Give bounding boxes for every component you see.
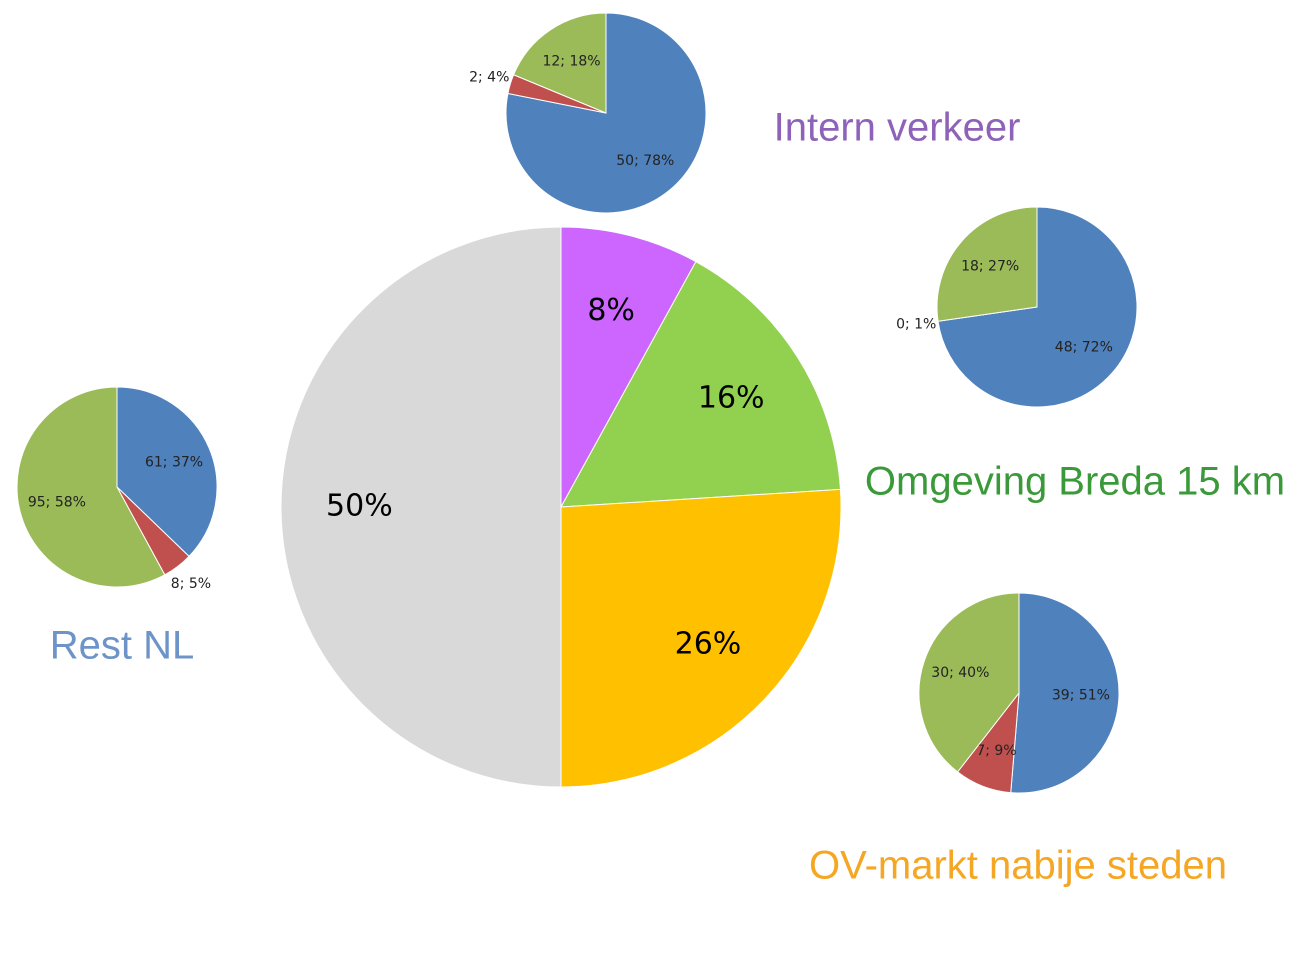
pie-title: Omgeving Breda 15 km xyxy=(865,460,1285,504)
slice-label: 8; 5% xyxy=(171,576,211,592)
slice-label: 26% xyxy=(675,627,742,662)
slice-label: 8% xyxy=(587,293,635,328)
pie-slice xyxy=(937,206,1138,408)
slice-label: 16% xyxy=(698,380,765,415)
pie-slice xyxy=(512,12,607,114)
pie-slice xyxy=(116,386,218,558)
slice-label: 50; 78% xyxy=(616,153,674,169)
slice-label: 50% xyxy=(326,489,393,524)
slice-label: 39; 51% xyxy=(1052,688,1110,704)
slice-label: 95; 58% xyxy=(28,494,86,510)
pie-slice xyxy=(280,226,562,788)
pie-title: Rest NL xyxy=(50,624,195,668)
slice-label: 48; 72% xyxy=(1055,340,1113,356)
slice-label: 2; 4% xyxy=(469,70,509,86)
pie-slice xyxy=(1010,592,1120,794)
slice-label: 61; 37% xyxy=(145,455,203,471)
pie-slice xyxy=(16,386,166,588)
pie-slice xyxy=(560,260,841,508)
slice-label: 7; 9% xyxy=(976,743,1016,759)
slice-label: 18; 27% xyxy=(961,258,1019,274)
pie-slice xyxy=(918,592,1020,773)
pie-title: OV-markt nabije steden xyxy=(809,844,1227,888)
pie-slice xyxy=(560,488,842,788)
pie-title: Intern verkeer xyxy=(774,106,1021,150)
pie-slice xyxy=(936,206,1038,322)
slice-label: 12; 18% xyxy=(542,53,600,69)
slice-label: 30; 40% xyxy=(931,665,989,681)
slice-label: 0; 1% xyxy=(896,316,936,332)
pie-slice xyxy=(560,226,697,508)
